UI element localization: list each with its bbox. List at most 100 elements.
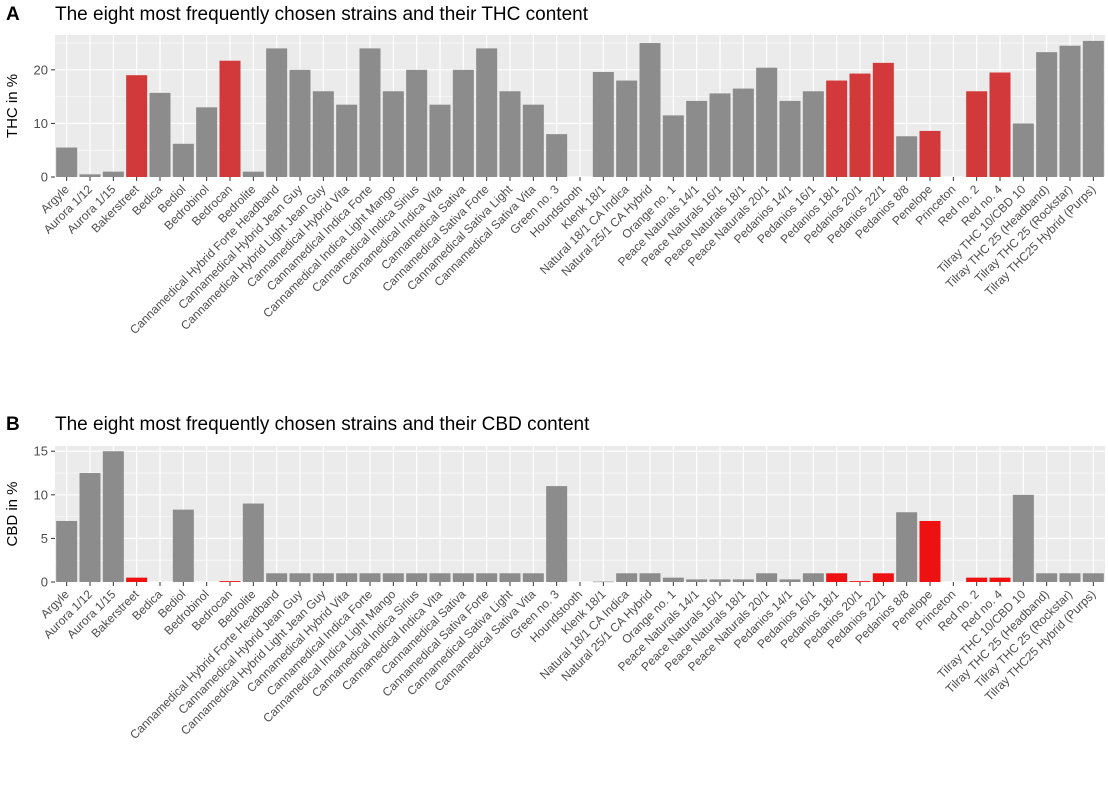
- bar-orange-no-1: [662, 577, 684, 582]
- bar-natural-18-1-ca-indica: [616, 80, 638, 177]
- bar-bedrocan: [219, 581, 241, 582]
- bar-cannamedical-sativa-vita: [522, 573, 544, 582]
- bar-pedanios-18-1: [826, 573, 848, 582]
- bar-bakerstreet: [126, 75, 148, 177]
- bar-tilray-thc-25-headband: [1036, 573, 1058, 582]
- bar-tilray-thc25-hybrid-purps: [1082, 40, 1104, 177]
- bar-bedrobinol: [196, 107, 218, 177]
- bar-klenk-18-1: [592, 581, 614, 583]
- bar-cannamedical-hybrid-vita: [336, 573, 358, 582]
- y-tick-label: 0: [41, 575, 48, 590]
- bar-peace-naturals-20-1: [756, 573, 778, 582]
- bar-cannamedical-indica-vita: [429, 104, 451, 177]
- bar-cannamedical-indica-vita: [429, 573, 451, 582]
- bar-pedanios-16-1: [802, 91, 824, 177]
- bar-penelope: [919, 130, 941, 177]
- bar-cannamedical-indica-forte: [359, 48, 381, 177]
- bar-argyle: [56, 147, 78, 177]
- bar-pedanios-8-8: [896, 512, 918, 582]
- bar-cannamedical-indica-sirius: [406, 573, 428, 582]
- bar-cannamedical-sativa-forte: [476, 573, 498, 582]
- bar-pedanios-22-1: [872, 62, 894, 177]
- bar-cannamedical-hybrid-forte-headband: [266, 48, 288, 177]
- bar-peace-naturals-20-1: [756, 67, 778, 177]
- panel-letter-b: B: [6, 414, 20, 435]
- bar-tilray-thc25-hybrid-purps: [1082, 573, 1104, 582]
- bar-pedanios-20-1: [849, 73, 871, 177]
- y-tick-label: 10: [34, 487, 48, 502]
- bar-pedanios-22-1: [872, 573, 894, 582]
- bar-cannamedical-hybrid-forte-headband: [266, 573, 288, 582]
- bar-natural-25-1-ca-hybrid: [639, 43, 661, 177]
- y-tick-label: 15: [34, 444, 48, 459]
- bar-green-no-3: [546, 134, 568, 177]
- panel-a-title: The eight most frequently chosen strains…: [55, 4, 588, 25]
- bar-pedanios-20-1: [849, 581, 871, 582]
- bar-cannamedical-indica-forte: [359, 573, 381, 582]
- bar-bediol: [172, 143, 194, 177]
- bar-cannamedical-hybrid-light-jean-guy: [312, 573, 334, 582]
- bar-tilray-thc-25-headband: [1036, 52, 1058, 177]
- bar-pedanios-14-1: [779, 100, 801, 177]
- bar-aurora-1-15: [102, 451, 124, 582]
- bar-peace-naturals-16-1: [709, 579, 731, 582]
- bar-pedanios-8-8: [896, 136, 918, 177]
- bar-bediol: [172, 509, 194, 582]
- bar-orange-no-1: [662, 115, 684, 177]
- panel-b: B The eight most frequently chosen strai…: [0, 410, 1108, 787]
- y-tick-label: 20: [34, 62, 48, 77]
- bar-cannamedical-sativa-light: [499, 573, 521, 582]
- panel-a: A The eight most frequently chosen strai…: [4, 4, 1105, 337]
- bar-cannamedical-hybrid-vita: [336, 104, 358, 177]
- bar-cannamedical-sativa: [452, 69, 474, 177]
- bar-cannamedical-hybrid-jean-guy: [289, 69, 311, 177]
- bar-aurora-1-12: [79, 174, 101, 177]
- bar-bedrocan: [219, 60, 241, 177]
- y-tick-label: 5: [41, 531, 48, 546]
- bar-tilray-thc-10-cbd-10: [1012, 123, 1034, 177]
- bar-klenk-18-1: [592, 71, 614, 177]
- bar-peace-naturals-14-1: [686, 100, 708, 177]
- bar-tilray-thc-10-cbd-10: [1012, 494, 1034, 582]
- bar-bakerstreet: [126, 577, 148, 582]
- bar-aurora-1-12: [79, 473, 101, 582]
- bar-peace-naturals-14-1: [686, 579, 708, 582]
- bar-tilray-thc-25-rockstar: [1059, 573, 1081, 582]
- bar-cannamedical-sativa-vita: [522, 104, 544, 177]
- bar-cannamedical-hybrid-jean-guy: [289, 573, 311, 582]
- bar-cannamedical-sativa: [452, 573, 474, 582]
- bar-tilray-thc-25-rockstar: [1059, 45, 1081, 177]
- bar-cannamedical-indica-sirius: [406, 69, 428, 177]
- bar-pedanios-18-1: [826, 80, 848, 177]
- bar-aurora-1-15: [102, 171, 124, 177]
- bar-bedica: [149, 92, 171, 177]
- bar-bedrolite: [242, 171, 264, 177]
- bar-cannamedical-sativa-forte: [476, 48, 498, 177]
- y-tick-label: 10: [34, 116, 48, 131]
- y-axis-title: THC in %: [4, 74, 21, 138]
- bar-red-no-2: [966, 91, 988, 177]
- bar-cannamedical-indica-light-mango: [382, 573, 404, 582]
- bar-penelope: [919, 520, 941, 582]
- bar-peace-naturals-16-1: [709, 93, 731, 177]
- bar-red-no-2: [966, 577, 988, 582]
- bar-green-no-3: [546, 486, 568, 582]
- bar-bedrolite: [242, 503, 264, 582]
- bar-natural-18-1-ca-indica: [616, 573, 638, 582]
- bar-red-no-4: [989, 72, 1011, 177]
- bar-peace-naturals-18-1: [732, 579, 754, 582]
- bar-peace-naturals-18-1: [732, 88, 754, 177]
- bar-cannamedical-sativa-light: [499, 91, 521, 177]
- bar-cannamedical-indica-light-mango: [382, 91, 404, 177]
- bar-cannamedical-hybrid-light-jean-guy: [312, 91, 334, 177]
- bar-pedanios-14-1: [779, 579, 801, 582]
- bar-natural-25-1-ca-hybrid: [639, 573, 661, 582]
- panel-b-title: The eight most frequently chosen strains…: [55, 414, 590, 435]
- bar-pedanios-16-1: [802, 573, 824, 582]
- bar-argyle: [56, 520, 78, 582]
- panel-letter-a: A: [6, 4, 20, 25]
- bar-red-no-4: [989, 577, 1011, 582]
- y-axis-title: CBD in %: [4, 481, 21, 546]
